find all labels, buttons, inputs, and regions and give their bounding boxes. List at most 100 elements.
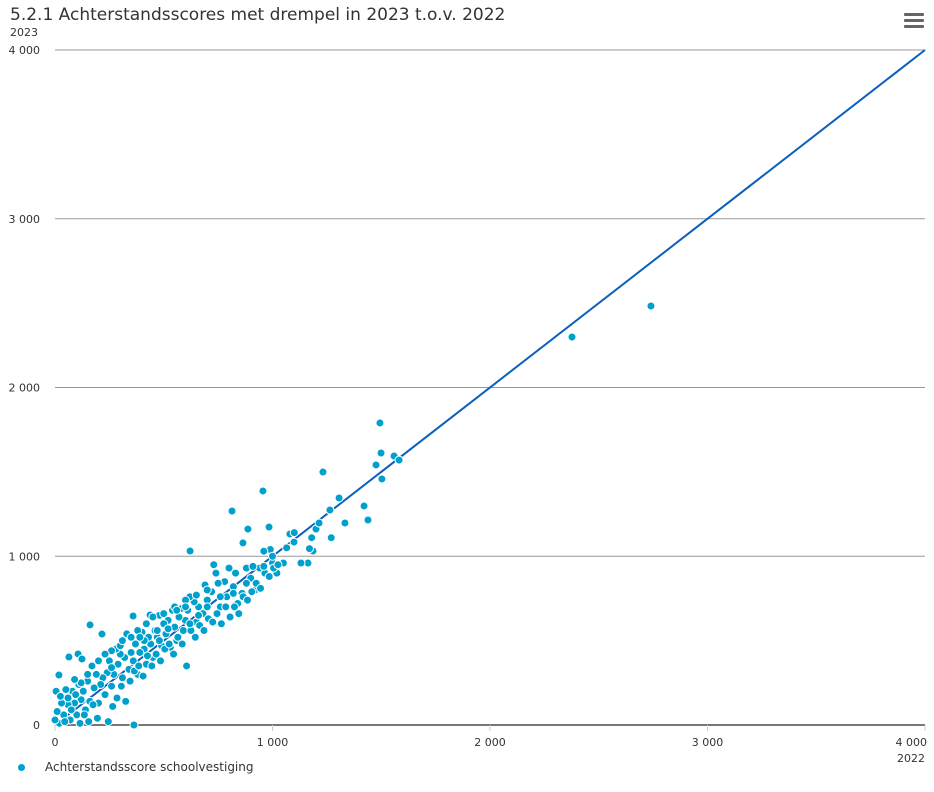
- data-point: [227, 506, 237, 516]
- data-point: [359, 501, 369, 511]
- data-point: [190, 632, 200, 642]
- data-point: [646, 301, 656, 311]
- data-point: [112, 693, 122, 703]
- data-point: [229, 602, 239, 612]
- legend-marker: [18, 763, 25, 771]
- data-point: [318, 467, 328, 477]
- data-point: [126, 647, 136, 657]
- legend-item[interactable]: Achterstandsscore schoolvestiging: [18, 760, 254, 774]
- data-point: [78, 686, 88, 696]
- data-point: [141, 619, 151, 629]
- data-point: [259, 561, 269, 571]
- data-point: [191, 590, 201, 600]
- data-point: [50, 715, 60, 725]
- data-point: [169, 649, 179, 659]
- data-point: [152, 626, 162, 635]
- data-point: [185, 546, 195, 556]
- data-point: [129, 720, 139, 730]
- data-point: [247, 587, 257, 597]
- data-point: [126, 632, 136, 642]
- data-point: [256, 583, 266, 593]
- data-point: [103, 717, 113, 727]
- data-point: [92, 713, 102, 723]
- data-point: [79, 710, 89, 720]
- data-point: [234, 609, 244, 619]
- data-point: [172, 605, 182, 615]
- data-point: [326, 533, 336, 543]
- data-point: [376, 448, 386, 458]
- data-point: [121, 696, 131, 706]
- y-tick-label: 0: [33, 719, 40, 732]
- data-point: [304, 544, 314, 554]
- data-point: [75, 718, 85, 728]
- data-point: [100, 649, 110, 659]
- y-tick-label: 3 000: [9, 213, 41, 226]
- data-point: [224, 563, 234, 573]
- data-point: [194, 610, 204, 620]
- y-tick-label: 4 000: [9, 44, 41, 57]
- data-point: [155, 656, 165, 666]
- data-point: [225, 612, 235, 622]
- y-axis-title: 2023: [10, 26, 38, 39]
- data-point: [181, 602, 190, 612]
- data-point: [177, 639, 187, 649]
- data-point: [87, 661, 97, 671]
- data-point: [209, 560, 219, 570]
- data-point: [60, 717, 70, 727]
- x-tick-label: 0: [52, 736, 59, 749]
- x-tick-label: 1 000: [257, 736, 289, 749]
- data-point: [334, 493, 344, 503]
- data-point: [107, 663, 117, 673]
- data-point: [243, 524, 253, 534]
- data-point: [307, 533, 317, 543]
- y-tick-label: 1 000: [9, 550, 41, 563]
- data-point: [88, 700, 98, 710]
- data-point: [567, 332, 577, 342]
- data-point: [97, 629, 107, 639]
- data-point: [148, 612, 158, 622]
- data-point: [363, 515, 373, 525]
- data-point: [314, 518, 324, 528]
- data-point: [61, 685, 71, 695]
- data-point: [264, 522, 274, 532]
- data-point: [117, 673, 127, 683]
- y-tick-label: 2 000: [9, 382, 41, 395]
- data-point: [91, 669, 101, 679]
- data-point: [54, 670, 64, 680]
- chart-menu-button[interactable]: [904, 13, 924, 29]
- data-point: [202, 585, 212, 595]
- data-point: [100, 690, 110, 700]
- data-point: [248, 561, 258, 571]
- data-point: [128, 611, 138, 621]
- data-point: [377, 474, 387, 484]
- data-point: [182, 661, 192, 671]
- data-point: [211, 568, 221, 578]
- data-point: [273, 560, 283, 570]
- data-point: [289, 528, 299, 538]
- data-point: [108, 701, 118, 711]
- data-point: [107, 681, 117, 691]
- data-point: [185, 619, 195, 629]
- data-point: [259, 546, 269, 556]
- data-point: [64, 652, 74, 662]
- data-point: [135, 632, 145, 642]
- data-point: [163, 624, 173, 634]
- x-tick-label: 2 000: [474, 736, 506, 749]
- data-point: [71, 690, 81, 700]
- data-point: [159, 609, 169, 619]
- data-point: [147, 661, 157, 671]
- data-point: [340, 518, 350, 528]
- data-point: [117, 636, 127, 646]
- data-point: [116, 681, 126, 691]
- data-point: [178, 626, 188, 635]
- data-point: [241, 578, 251, 588]
- data-point: [84, 717, 94, 727]
- data-point: [173, 632, 183, 642]
- data-point: [199, 626, 209, 635]
- chart-title: 5.2.1 Achterstandsscores met drempel in …: [10, 5, 506, 25]
- data-point: [83, 669, 93, 679]
- data-point: [154, 636, 164, 646]
- data-point: [215, 592, 225, 602]
- data-point: [238, 538, 248, 548]
